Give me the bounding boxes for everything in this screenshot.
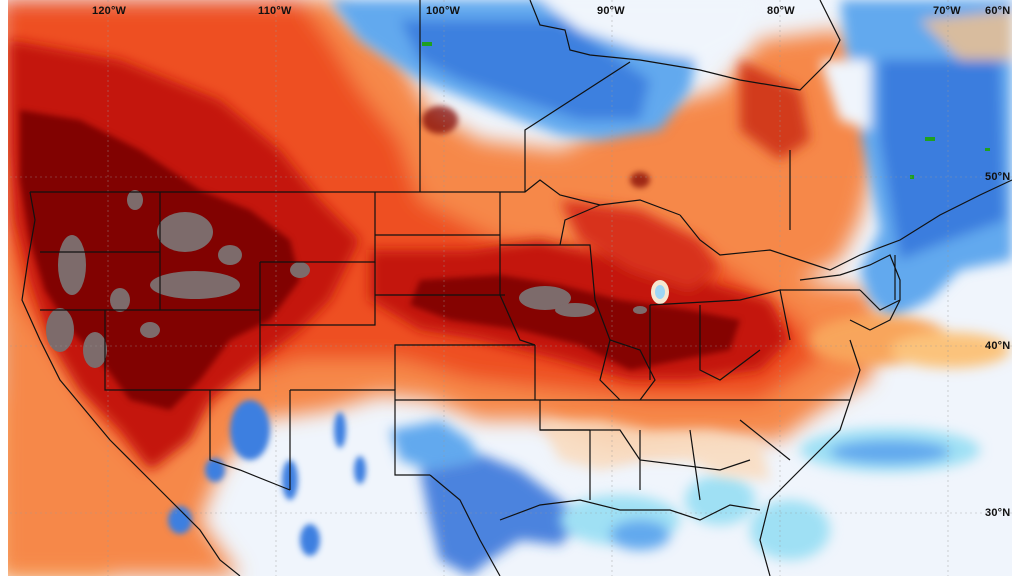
longitude-label-120w: 120°W <box>92 5 127 17</box>
warm-south-neutral <box>540 315 1010 480</box>
latitude-label-60n: 60°N <box>985 5 1011 17</box>
longitude-label-90w: 90°W <box>597 5 625 17</box>
extreme-hot-patches <box>46 190 647 368</box>
longitude-label-100w: 100°W <box>426 5 461 17</box>
cool-atlantic-southeast <box>560 428 980 560</box>
right-margin <box>1012 0 1024 576</box>
latitude-label-50n: 50°N <box>985 171 1011 183</box>
longitude-label-110w: 110°W <box>258 5 292 17</box>
latitude-label-40n: 40°N <box>985 340 1011 352</box>
latitude-label-30n: 30°N <box>985 507 1011 519</box>
cool-northeast <box>820 0 1012 320</box>
left-margin <box>0 0 8 576</box>
cool-canada-central <box>330 0 760 140</box>
cool-southwest-patches <box>168 400 366 556</box>
lake-michigan-cool <box>651 280 669 304</box>
longitude-label-70w: 70°W <box>933 5 961 17</box>
longitude-label-80w: 80°W <box>767 5 795 17</box>
boundaries <box>21 0 1013 576</box>
